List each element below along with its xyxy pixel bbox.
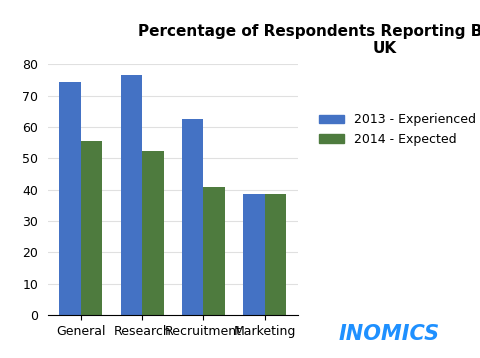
Bar — [182, 119, 204, 315]
Bar — [142, 151, 164, 315]
Bar — [243, 194, 265, 315]
Legend: 2013 - Experienced, 2014 - Expected: 2013 - Experienced, 2014 - Expected — [314, 108, 480, 150]
Text: INOMICS: INOMICS — [338, 324, 439, 344]
Bar — [60, 82, 81, 315]
Bar — [204, 187, 225, 315]
Bar — [120, 76, 142, 315]
Title: Percentage of Respondents Reporting Budget Cuts in the
UK: Percentage of Respondents Reporting Budg… — [138, 24, 480, 56]
Bar — [81, 141, 102, 315]
Bar — [265, 194, 286, 315]
